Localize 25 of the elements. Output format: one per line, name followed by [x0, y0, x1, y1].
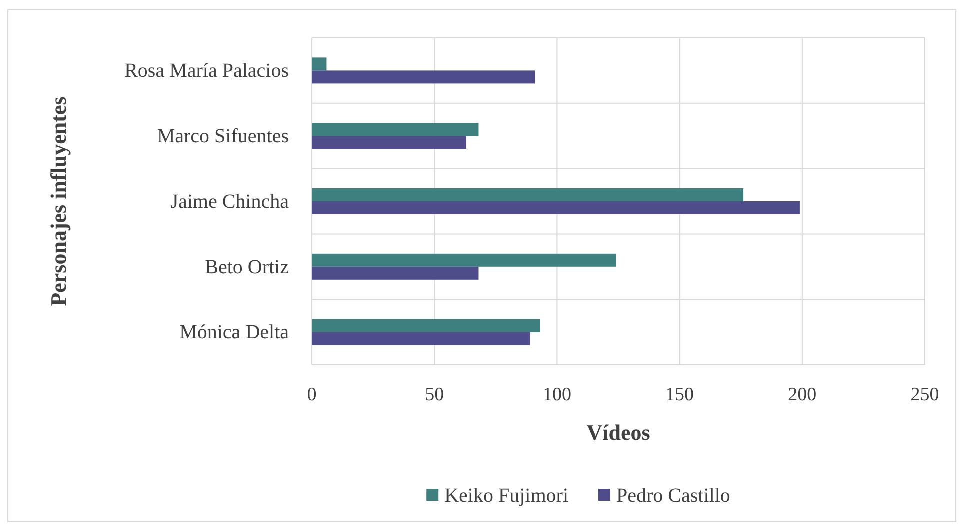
x-tick-label: 200: [788, 384, 817, 406]
bar: [312, 202, 800, 214]
x-tick-label: 250: [910, 384, 940, 406]
x-tick-label: 100: [542, 384, 572, 406]
bar: [312, 136, 466, 150]
x-axis-title: Vídeos: [586, 420, 651, 445]
bar: [312, 188, 744, 202]
y-tick-label: Mónica Delta: [180, 322, 290, 344]
legend-label: Pedro Castillo: [616, 485, 730, 507]
x-tick-label: 50: [425, 384, 444, 406]
y-tick-label: Beto Ortiz: [205, 256, 290, 278]
x-tick-label: 150: [666, 384, 694, 406]
y-tick-label: Jaime Chincha: [170, 190, 290, 213]
y-axis-title: Personajes influyentes: [46, 96, 71, 306]
x-tick-label: 0: [307, 384, 317, 406]
y-tick-label: Rosa María Palacios: [124, 60, 290, 82]
y-tick-label: Marco Sifuentes: [157, 126, 290, 148]
bar: [312, 332, 530, 346]
bar: [312, 319, 540, 332]
bar: [312, 254, 616, 267]
legend-label: Keiko Fujimori: [444, 485, 569, 507]
bar: [312, 266, 479, 280]
bar: [312, 123, 479, 136]
bar: [312, 58, 327, 71]
bar: [312, 70, 536, 84]
